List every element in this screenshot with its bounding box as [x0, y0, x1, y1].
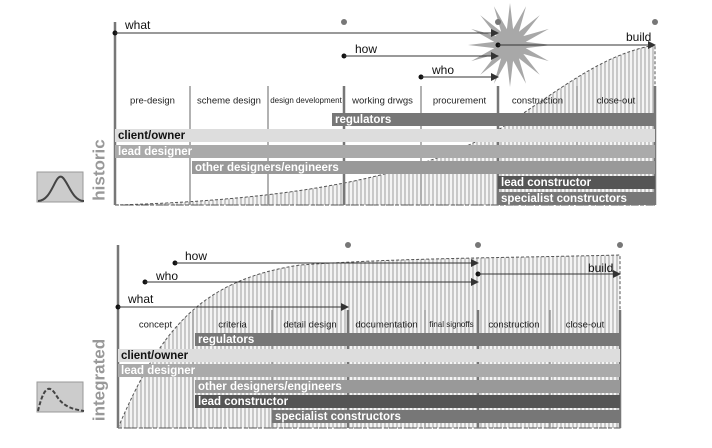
- role-label: regulators: [198, 334, 254, 346]
- arrow-label: who: [155, 269, 178, 283]
- role-label: client/owner: [118, 130, 186, 142]
- node: [475, 242, 481, 248]
- role-bar: [498, 192, 655, 205]
- node: [345, 242, 351, 248]
- role-label: specialist constructors: [501, 193, 627, 205]
- arrow-label: what: [127, 292, 154, 306]
- role-bar: [332, 113, 655, 126]
- role-label: specialist constructors: [275, 411, 401, 423]
- arrow-label: who: [431, 63, 454, 77]
- role-label: other designers/engineers: [195, 162, 339, 174]
- role-label: regulators: [335, 114, 391, 126]
- node: [341, 19, 347, 25]
- phase-label: procurement: [433, 96, 487, 107]
- role-label: lead constructor: [501, 177, 592, 189]
- panel-label: integrated: [89, 339, 108, 421]
- role-bar: [118, 364, 620, 377]
- role-bar: [115, 129, 655, 142]
- role-label: client/owner: [121, 350, 189, 362]
- role-bar: [195, 380, 620, 393]
- phase-label: concept: [139, 320, 173, 331]
- arrow-label: how: [355, 42, 377, 56]
- phase-label: working drwgs: [351, 96, 413, 107]
- arrow-label: build: [626, 30, 651, 44]
- phase-label: close-out: [597, 96, 636, 107]
- phase-label: final signoffs: [429, 320, 473, 329]
- role-bar: [498, 176, 655, 189]
- panel-label: historic: [89, 139, 108, 200]
- role-label: lead designer: [121, 365, 196, 377]
- role-bar: [118, 349, 620, 362]
- role-bar: [272, 410, 620, 423]
- phase-label: design development: [270, 96, 342, 105]
- phase-label: documentation: [355, 320, 417, 331]
- node: [617, 242, 623, 248]
- phase-label: criteria: [218, 320, 247, 331]
- role-bar: [115, 145, 655, 158]
- node: [495, 19, 501, 25]
- icon-curve: [37, 175, 85, 202]
- role-label: other designers/engineers: [198, 381, 342, 393]
- phase-label: scheme design: [197, 96, 261, 107]
- node: [652, 19, 658, 25]
- role-label: lead constructor: [198, 396, 289, 408]
- role-label: lead designer: [118, 146, 193, 158]
- arrow-label: build: [588, 261, 613, 275]
- role-bar: [192, 161, 655, 174]
- phase-label: close-out: [566, 320, 605, 331]
- icon-curve: [37, 387, 85, 412]
- role-bar: [195, 395, 620, 408]
- phase-label: pre-design: [130, 96, 175, 107]
- icon-box: [36, 381, 84, 413]
- role-bar: [195, 333, 620, 346]
- phase-label: construction: [512, 96, 563, 107]
- phase-label: detail design: [283, 320, 336, 331]
- phase-label: construction: [488, 320, 539, 331]
- arrow-label: what: [124, 18, 151, 32]
- arrow-label: how: [185, 249, 207, 263]
